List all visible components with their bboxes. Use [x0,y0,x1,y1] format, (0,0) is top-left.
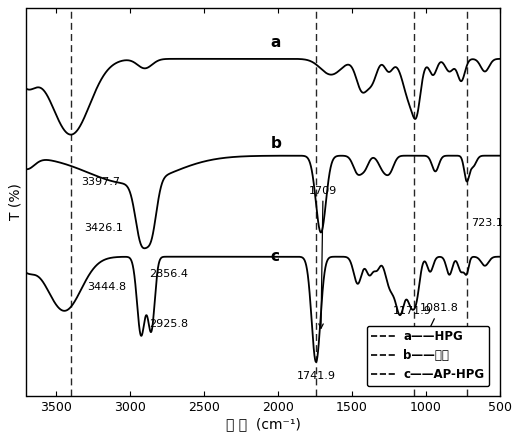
Text: 1081.8: 1081.8 [415,304,459,358]
Text: b: b [270,136,281,150]
Text: c: c [270,249,279,264]
Text: a: a [270,34,281,50]
Text: 723.1: 723.1 [472,218,503,228]
Legend: a——HPG, b——油酸, c——AP-HPG: a——HPG, b——油酸, c——AP-HPG [367,326,489,386]
Text: 3444.8: 3444.8 [87,282,126,292]
X-axis label: 波 长  (cm⁻¹): 波 长 (cm⁻¹) [226,418,301,432]
Y-axis label: T (%): T (%) [8,183,22,220]
Text: 2925.8: 2925.8 [149,319,188,329]
Text: 2856.4: 2856.4 [149,268,188,279]
Text: 1741.9: 1741.9 [296,371,335,381]
Text: 3397.7: 3397.7 [81,177,120,187]
Text: 1171.9: 1171.9 [393,306,432,316]
Text: 1709: 1709 [309,186,337,328]
Text: 3426.1: 3426.1 [84,223,123,233]
